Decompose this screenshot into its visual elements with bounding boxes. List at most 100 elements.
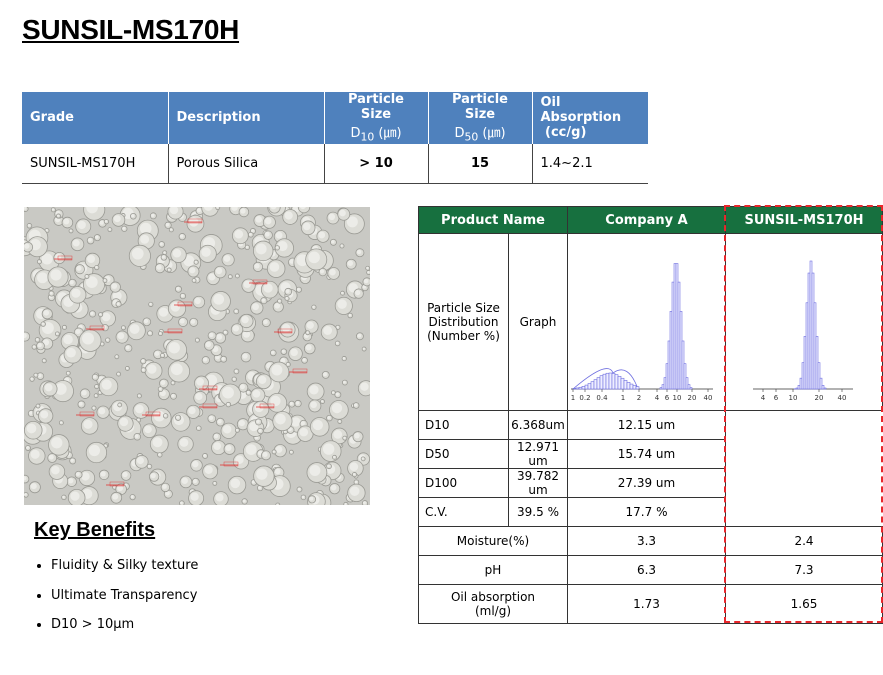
particle-highlight [81,390,87,396]
measure-label [145,411,161,417]
particle-highlight [269,262,280,272]
particle-highlight [149,302,152,306]
particle-highlight [62,325,66,329]
histogram-bar [599,375,604,390]
table-row: D10 6.368um 12.15 um [418,410,883,440]
particle-highlight [322,443,335,455]
histogram-bar [823,387,827,390]
page-title: SUNSIL-MS170H [22,14,240,45]
particle-highlight [56,214,60,217]
particle-highlight [94,394,97,397]
histogram-bar [685,377,689,390]
label-line: (Number %) [427,329,500,343]
particle-highlight [275,446,283,453]
measure-label [259,403,275,409]
particle-highlight [98,391,101,394]
particle-highlight [34,373,37,376]
particle-highlight [271,350,275,354]
particle-highlight [329,268,336,276]
particle-highlight [354,432,360,439]
particle-highlight [161,353,164,357]
particle-highlight [115,355,118,358]
particle-highlight [121,326,125,329]
particle-highlight [161,255,165,259]
particle-highlight [119,417,129,427]
particle-highlight [223,255,231,262]
header-symbol: D [454,126,465,141]
particle-highlight [181,477,188,484]
particle-highlight [201,247,211,257]
particle-highlight [101,379,112,390]
particle-highlight [281,323,291,333]
cell: 1.73 [567,584,726,624]
particle-highlight [159,242,163,246]
particle-highlight [190,492,199,501]
particle-highlight [217,419,222,424]
particle-highlight [158,453,161,456]
particle-highlight [160,380,166,385]
particle-highlight [205,341,211,348]
particle-highlight [290,348,298,357]
particle-highlight [68,478,74,484]
particle-highlight [285,296,288,300]
particle-highlight [154,351,160,356]
particle-highlight [318,231,326,239]
particle-highlight [183,255,195,267]
row-label: Moisture(%) [418,526,568,556]
particle-highlight [88,444,101,457]
histogram-bar [689,387,693,390]
particle-highlight [75,329,81,335]
measure-label [202,403,218,409]
particle-highlight [95,265,98,269]
particle-highlight [45,229,48,232]
particle-highlight [335,341,339,345]
particle-highlight [122,471,128,478]
particle-highlight [41,253,53,265]
particle-highlight [255,243,267,255]
row-label: pH [418,555,568,585]
particle-highlight [169,207,179,215]
histogram-bar [593,379,598,390]
particle-highlight [234,309,238,313]
histogram-bar [596,377,601,390]
particle-highlight [296,254,309,267]
particle-highlight [141,359,145,363]
particle-highlight [362,501,366,505]
particle-highlight [125,345,130,350]
particle-highlight [179,234,184,238]
particle-highlight [30,449,40,459]
particle-highlight [337,299,347,309]
header-text: Particle Size [451,92,508,122]
particle-highlight [363,278,369,284]
particle-highlight [69,280,74,285]
particle-highlight [355,290,361,296]
particle-highlight [102,325,107,329]
particle-highlight [328,213,336,221]
particle-highlight [234,369,238,373]
particle-highlight [158,307,169,317]
particle-highlight [289,401,293,406]
particle-highlight [24,207,27,210]
particle-highlight [163,251,166,254]
particle-highlight [327,415,331,420]
particle-highlight [263,319,268,325]
particle-highlight [239,384,245,390]
particle-highlight [270,207,277,210]
particle-highlight [195,338,199,341]
particle-highlight [55,383,67,395]
particle-highlight [194,260,197,263]
particle-highlight [308,251,320,264]
particle-highlight [30,377,33,380]
particle-highlight [69,229,72,232]
particle-highlight [144,425,152,434]
particle-highlight [271,364,283,376]
particle-highlight [299,427,309,437]
particle-highlight [43,309,50,316]
cell: 15 [428,143,533,184]
histogram-bar [817,362,821,390]
particle-highlight [139,222,152,235]
particle-highlight [130,495,134,499]
particle-highlight [179,318,185,324]
particle-highlight [165,490,170,496]
particle-highlight [176,286,180,291]
